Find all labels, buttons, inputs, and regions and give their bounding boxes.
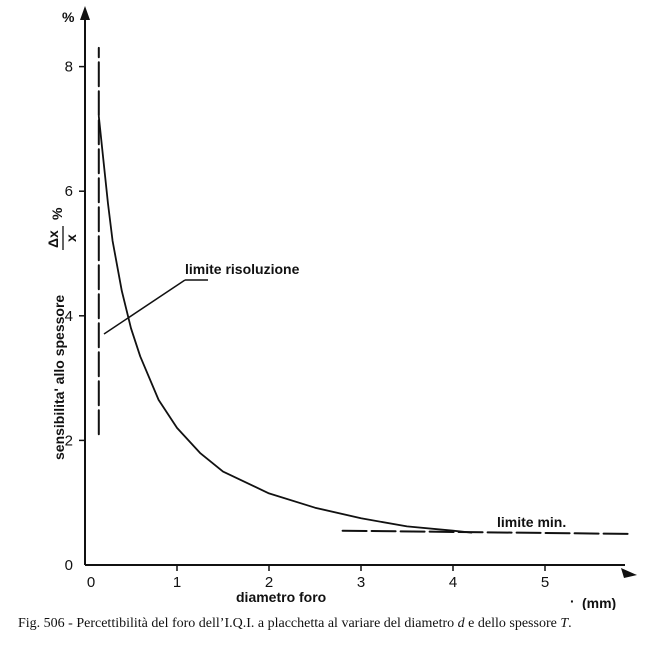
- y-axis-title: sensibilita' allo spessore: [51, 295, 67, 460]
- y-fraction-numerator: Δx: [45, 230, 61, 248]
- chart: 0 1 2 3 4 5 0 2 4 6 8 limite risoluzione limite mi…: [45, 6, 637, 610]
- tick-labels: 0 1 2 3 4 5 0 2 4 6 8: [65, 59, 550, 591]
- y-tick-label: 4: [65, 308, 73, 325]
- annotation-limite-risoluzione: limite risoluzione: [185, 261, 300, 277]
- y-fraction-percent: %: [49, 207, 65, 220]
- x-tick-label: 1: [173, 574, 181, 591]
- y-tick-label: 8: [65, 59, 73, 76]
- x-unit-label: (mm): [582, 595, 616, 610]
- data-series: [97, 46, 629, 535]
- caption-var-d: d: [457, 616, 465, 631]
- sensitivity-curve: [97, 115, 473, 534]
- x-tick-label: 4: [449, 574, 457, 591]
- x-tick-label: 5: [541, 574, 549, 591]
- y-unit-label: %: [62, 9, 75, 25]
- x-axis-arrow: [621, 568, 637, 578]
- dashed-limit-line-2: [341, 529, 629, 535]
- caption-var-t: T: [560, 616, 569, 631]
- caption-suffix: .: [568, 616, 572, 631]
- x-tick-label: 2: [265, 574, 273, 591]
- caption-prefix: Fig. 506 - Percettibilità del foro dell’…: [18, 616, 458, 631]
- x-unit-dot: ·: [570, 593, 575, 609]
- y-tick-label: 6: [65, 183, 73, 200]
- y-axis-title-group: sensibilita' allo spessore Δx x %: [45, 207, 79, 460]
- y-tick-label: 2: [65, 432, 73, 449]
- x-tick-label: 0: [87, 574, 95, 591]
- axes: [80, 6, 637, 578]
- y-tick-label: 0: [65, 557, 73, 574]
- annotation-limite-min: limite min.: [497, 514, 566, 530]
- x-tick-label: 3: [357, 574, 365, 591]
- x-axis-title: diametro foro: [236, 589, 326, 605]
- annotation-leader-line: [103, 279, 186, 335]
- tick-marks: [79, 65, 546, 571]
- y-axis-arrow: [80, 6, 90, 20]
- y-fraction-denominator: x: [63, 234, 79, 242]
- caption-middle: e dello spessore: [464, 616, 561, 631]
- figure-caption: Fig. 506 - Percettibilità del foro dell’…: [18, 614, 648, 633]
